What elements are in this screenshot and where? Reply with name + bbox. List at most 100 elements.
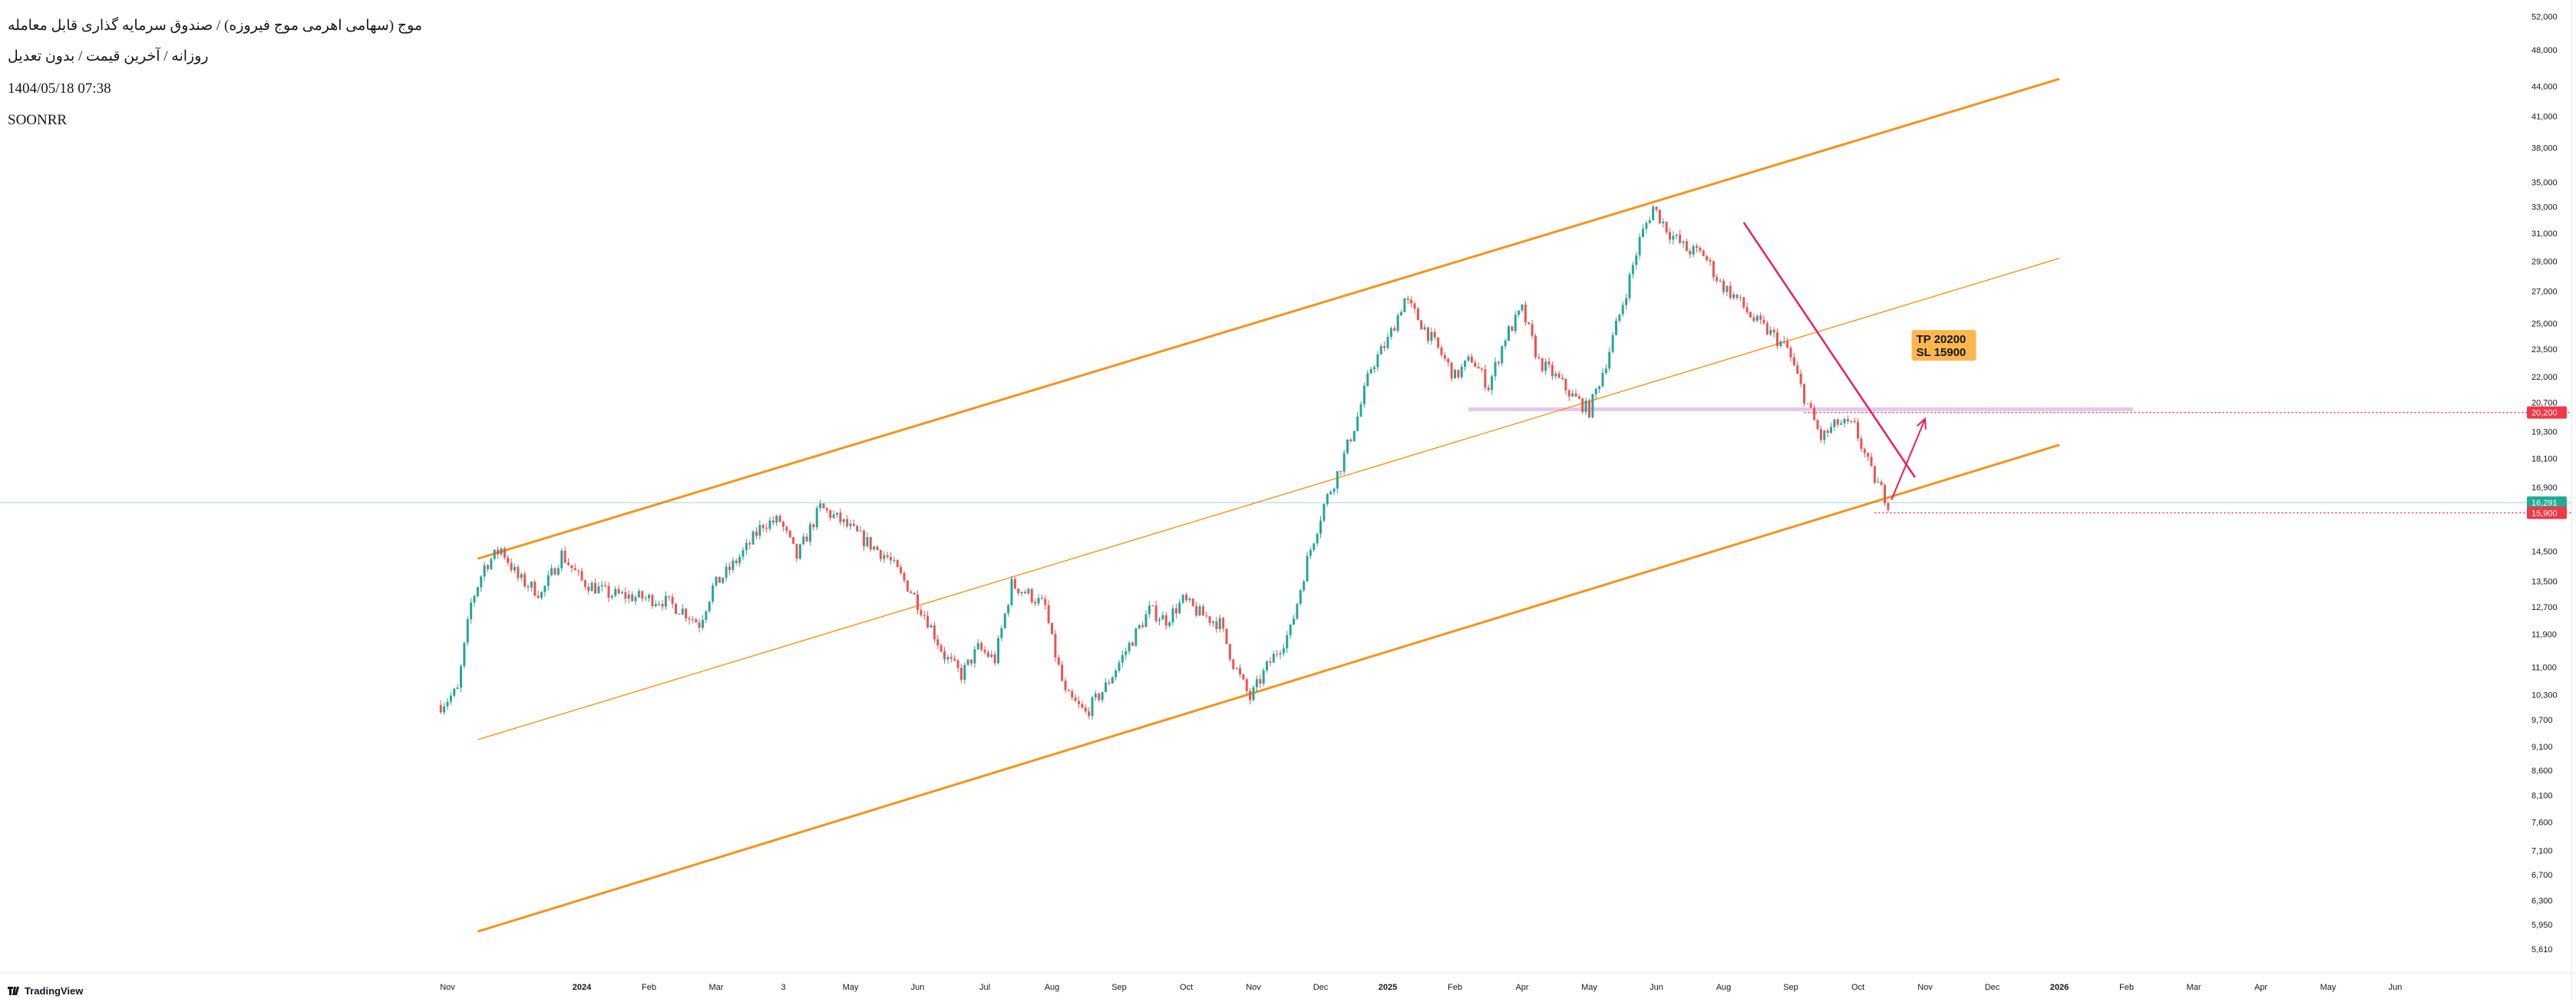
candle-body xyxy=(741,550,745,557)
channel-upper-line[interactable] xyxy=(477,77,2060,560)
candle-body xyxy=(1144,614,1148,628)
candle-body xyxy=(1440,347,1443,355)
candle-body xyxy=(651,595,654,607)
candle-body xyxy=(1853,420,1856,423)
candle-body xyxy=(604,585,607,586)
candle-body xyxy=(1454,369,1456,379)
candle-body xyxy=(1457,369,1460,378)
candle-body xyxy=(1658,209,1661,224)
candle-body xyxy=(1863,448,1866,453)
channel-middle-line[interactable] xyxy=(477,257,2060,740)
target-price-tag-bg xyxy=(2527,406,2567,419)
candle-body xyxy=(1003,613,1006,628)
candle-body xyxy=(785,526,788,531)
candle-body xyxy=(976,643,979,650)
price-tick-label: 8,100 xyxy=(2531,791,2553,800)
candle-body xyxy=(685,608,688,618)
price-axis[interactable]: 5,610 5,950 6,300 6,700 7,100 7,600 8,100 8,600… xyxy=(2531,13,2558,954)
candle-body xyxy=(1037,598,1040,604)
candle-body xyxy=(943,651,946,660)
candle-body xyxy=(1504,341,1507,347)
candle-body xyxy=(1514,315,1517,331)
candle-body xyxy=(825,508,828,511)
projection-arrow[interactable] xyxy=(1891,418,1926,500)
candle-body xyxy=(1326,494,1329,504)
time-tick-label: May xyxy=(843,983,859,992)
time-tick-label: 2026 xyxy=(2050,983,2069,992)
trend-lines[interactable] xyxy=(1742,222,1927,500)
candle-body xyxy=(610,595,613,598)
candle-body xyxy=(1111,677,1114,684)
time-tick-label: 2024 xyxy=(573,983,592,992)
time-axis[interactable]: Nov 2024 Feb Mar 3 May Jun Jul Aug Sep Oct Nov Dec 20… xyxy=(440,983,2402,992)
candle-body xyxy=(946,657,949,660)
channel-lower-line[interactable] xyxy=(477,443,2060,933)
candle-body xyxy=(523,574,527,587)
candle-body xyxy=(778,516,781,522)
candle-body xyxy=(520,574,523,579)
candle-body xyxy=(873,546,876,549)
candle-body xyxy=(1242,674,1245,680)
candle-body xyxy=(1262,670,1265,684)
candle-body xyxy=(849,523,852,526)
candle-body xyxy=(1884,485,1886,503)
candle-body xyxy=(771,520,774,523)
candle-body xyxy=(698,622,701,628)
candle-body xyxy=(1369,368,1372,374)
candle-body xyxy=(1669,232,1671,240)
candle-body xyxy=(1675,234,1678,236)
time-tick-label: Jul xyxy=(979,983,990,992)
candle-body xyxy=(1745,307,1749,313)
candle-body xyxy=(671,597,674,604)
time-tick-label: Nov xyxy=(1917,983,1933,992)
time-tick-label: May xyxy=(1581,983,1597,992)
candles[interactable] xyxy=(439,204,1890,720)
tradingview-logo[interactable]: TradingView xyxy=(8,985,83,997)
candle-body xyxy=(533,582,537,596)
candle-body xyxy=(1826,430,1829,434)
candle-body xyxy=(702,619,704,628)
candle-body xyxy=(587,587,590,592)
candle-body xyxy=(1518,310,1521,315)
candle-body xyxy=(460,666,462,688)
candle-body xyxy=(1655,206,1658,210)
candle-body xyxy=(580,571,583,581)
candle-body xyxy=(600,585,603,587)
candle-body xyxy=(654,604,657,607)
candle-body xyxy=(1215,621,1218,629)
candle-body xyxy=(1225,628,1228,645)
regression-channel[interactable] xyxy=(477,77,2060,933)
candle-body xyxy=(1306,556,1309,582)
candle-body xyxy=(986,652,989,658)
candle-body xyxy=(675,603,677,614)
candle-body xyxy=(497,549,500,555)
chart-timestamp: 1404/05/18 07:38 xyxy=(8,81,111,97)
candle-body xyxy=(1034,602,1037,604)
candle-body xyxy=(1376,354,1379,368)
price-tick-label: 13,500 xyxy=(2531,578,2558,587)
candle-body xyxy=(1732,294,1735,298)
note-box[interactable] xyxy=(1911,330,1977,361)
candle-body xyxy=(1154,605,1158,621)
candle-body xyxy=(900,567,903,573)
candle-body xyxy=(1228,644,1231,660)
candle-body xyxy=(661,603,664,607)
candle-body xyxy=(846,519,849,526)
price-tick-label: 22,000 xyxy=(2531,373,2558,382)
candle-body xyxy=(556,568,560,575)
candle-body xyxy=(725,566,728,578)
descending-trendline[interactable] xyxy=(1742,222,1916,478)
candle-body xyxy=(1359,404,1362,417)
candle-body xyxy=(1201,606,1204,616)
candle-body xyxy=(798,544,801,559)
candle-body xyxy=(1887,503,1890,510)
time-tick-label: Feb xyxy=(1448,983,1462,992)
candle-body xyxy=(1205,615,1208,617)
candle-body xyxy=(1064,681,1067,691)
candle-body xyxy=(1665,221,1668,232)
candle-body xyxy=(681,608,684,615)
candle-body xyxy=(765,527,768,529)
